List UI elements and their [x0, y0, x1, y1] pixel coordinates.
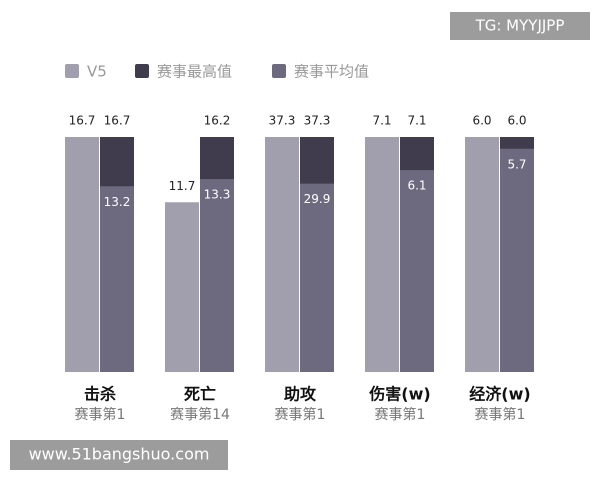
watermark: TG: MYYJJPP	[475, 17, 565, 35]
value-label: 7.1	[372, 114, 391, 128]
value-label: 29.9	[304, 192, 331, 206]
value-label: 5.7	[507, 157, 526, 171]
x-sublabel: 赛事第1	[475, 406, 526, 423]
value-label: 16.2	[204, 114, 231, 128]
value-label: 16.7	[69, 114, 96, 128]
bar	[265, 137, 299, 372]
x-tick-label: 伤害(w)	[368, 385, 430, 404]
x-tick-label: 助攻	[284, 385, 317, 404]
x-sublabel: 赛事第14	[170, 406, 230, 423]
bar	[200, 179, 234, 372]
value-label: 13.2	[104, 195, 131, 209]
x-sublabel: 赛事第1	[375, 406, 426, 423]
watermark-box	[450, 12, 590, 40]
bar	[165, 202, 199, 372]
x-sublabel: 赛事第1	[75, 406, 126, 423]
bar	[400, 170, 434, 372]
x-sublabel: 赛事第1	[275, 406, 326, 423]
value-label: 6.0	[472, 114, 491, 128]
watermark: www.51bangshuo.com	[29, 445, 210, 464]
bar	[500, 148, 534, 372]
x-tick-label: 死亡	[184, 385, 216, 404]
value-label: 6.0	[507, 114, 526, 128]
bar	[100, 186, 134, 372]
value-label: 6.1	[407, 179, 426, 193]
bar	[465, 137, 499, 372]
legend-label: 赛事最高值	[157, 63, 232, 81]
x-tick-label: 经济(w)	[469, 385, 530, 404]
value-label: 7.1	[407, 114, 426, 128]
bar	[65, 137, 99, 372]
legend-swatch	[65, 64, 79, 78]
value-label: 37.3	[304, 114, 331, 128]
x-tick-label: 击杀	[84, 385, 116, 404]
value-label: 11.7	[169, 179, 196, 193]
bar	[365, 137, 399, 372]
legend-swatch	[135, 64, 149, 78]
value-label: 13.3	[204, 188, 231, 202]
watermark-box	[10, 440, 228, 470]
legend-label: V5	[87, 63, 107, 81]
legend-label: 赛事平均值	[294, 63, 369, 81]
bar	[300, 183, 334, 372]
value-label: 37.3	[269, 114, 296, 128]
legend-swatch	[272, 64, 286, 78]
value-label: 16.7	[104, 114, 131, 128]
